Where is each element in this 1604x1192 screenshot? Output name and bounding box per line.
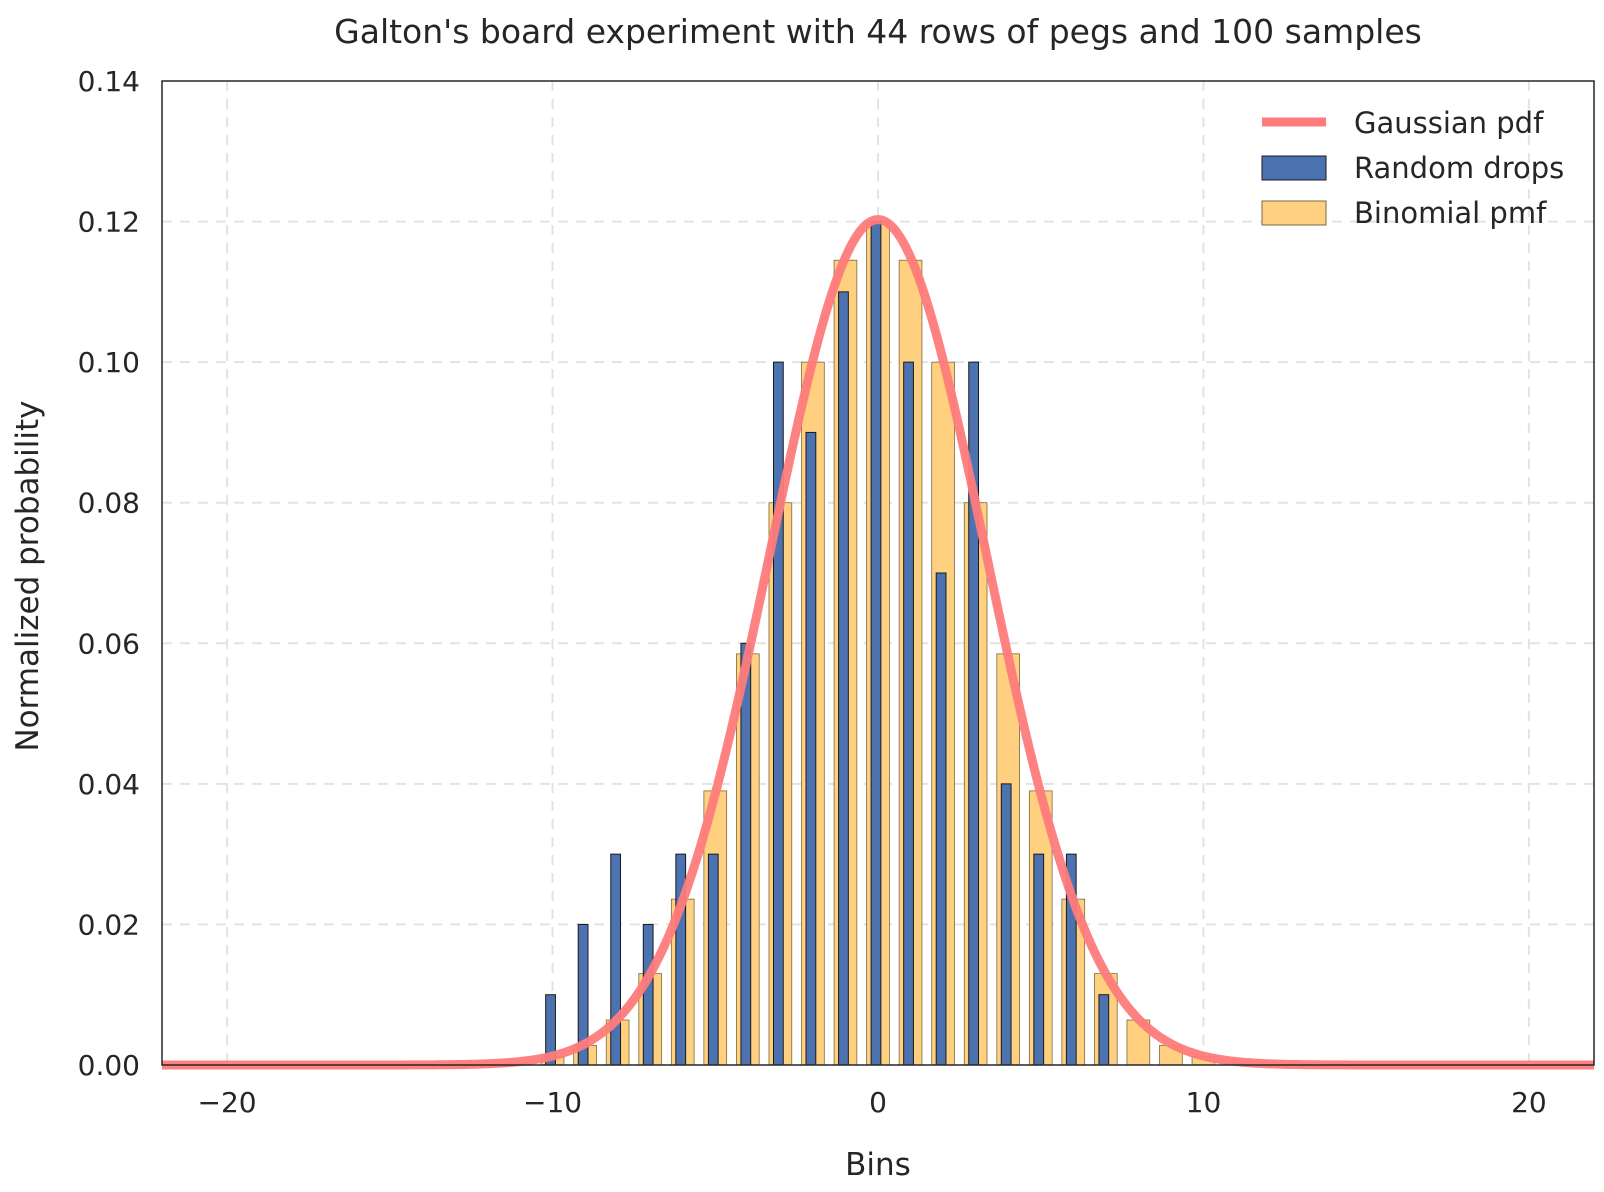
y-tick-label: 0.04 [78,768,140,801]
y-tick-label: 0.14 [78,65,140,98]
legend-gaussian-label: Gaussian pdf [1354,106,1544,140]
random-drop-bar [642,923,654,1066]
x-tick-labels: −20 −10 0 10 20 [198,1086,1547,1119]
random-drop-bar [805,431,817,1066]
plot-frame [161,80,1595,1066]
x-axis-label: Bins [845,1147,911,1183]
random-drop-bar [838,291,849,1066]
chart-title: Galton's board experiment with 44 rows o… [334,12,1422,51]
y-tick-label: 0.02 [78,908,140,941]
legend: Gaussian pdf Random drops Binomial pmf [1261,106,1564,230]
y-tick-labels: 0.00 0.02 0.04 0.06 0.08 0.10 0.12 0.14 [78,65,140,1082]
random-drop-bar [740,642,752,1066]
y-tick-label: 0.06 [78,627,140,660]
x-tick-label: −20 [198,1086,257,1119]
legend-binomial-label: Binomial pmf [1354,196,1547,230]
random-drop-bar [1000,783,1012,1066]
y-tick-label: 0.00 [78,1049,140,1082]
grid-lines [162,81,1594,1065]
x-tick-label: 10 [1186,1086,1222,1119]
y-tick-label: 0.10 [78,346,140,379]
legend-random-swatch [1261,155,1327,181]
random-drop-bar [1098,994,1110,1066]
random-drop-bar [1033,853,1045,1066]
x-tick-label: −10 [523,1086,582,1119]
random-drop-bar [610,853,622,1066]
random-drop-bar [870,221,882,1066]
x-tick-label: 0 [869,1086,887,1119]
legend-random-label: Random drops [1354,151,1564,185]
random-drop-bar [935,572,947,1066]
y-axis-label: Normalized probability [10,400,46,751]
y-tick-label: 0.08 [78,487,140,520]
random-drop-bar [707,853,719,1066]
x-tick-label: 20 [1511,1086,1547,1119]
random-drops-bars [545,221,1110,1066]
legend-binomial-swatch [1261,200,1327,226]
y-tick-label: 0.12 [78,206,140,239]
random-drop-bar [772,361,784,1066]
random-drop-bar [903,361,914,1066]
